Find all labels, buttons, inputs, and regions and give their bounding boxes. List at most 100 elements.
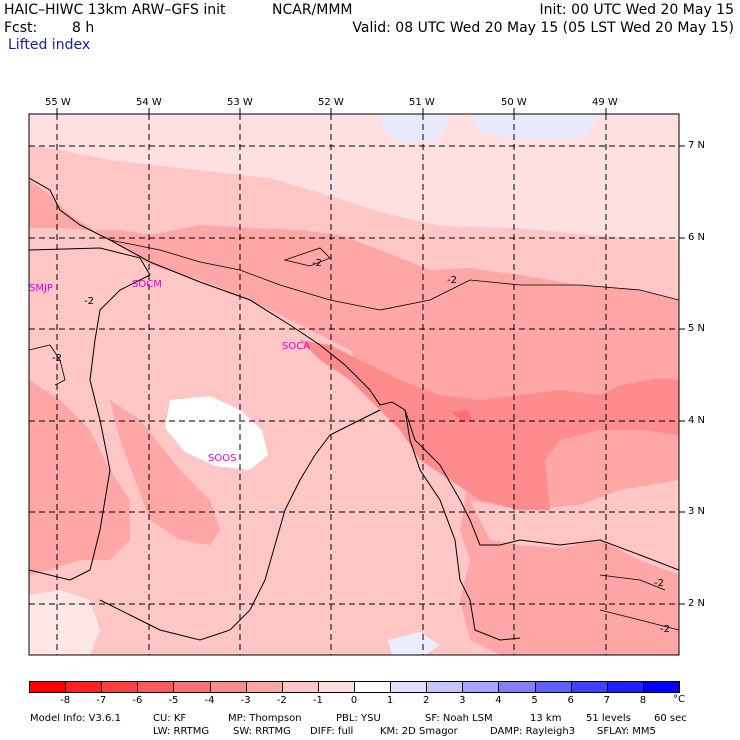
contour-label: -2 (447, 275, 457, 286)
colorbar-swatch (534, 681, 572, 693)
colorbar-swatch (173, 681, 211, 693)
colorbar-swatch (642, 681, 680, 693)
lon-label: 54 W (136, 97, 162, 108)
moderate-region (29, 180, 679, 655)
colorbar-tick-label: 6 (567, 695, 574, 706)
surface-layer-option: SFLAY: MM5 (597, 726, 656, 737)
station-label: SOCM (132, 279, 162, 290)
colorbar-swatch (281, 681, 319, 693)
colorbar-swatch (29, 681, 67, 693)
colorbar-tick-label: 2 (423, 695, 430, 706)
positive-region-north2 (470, 114, 600, 140)
strong-region-coast (300, 340, 679, 510)
lon-label: 50 W (501, 97, 527, 108)
inland-moderate (110, 400, 220, 545)
colorbar-tick-label: -1 (312, 695, 323, 706)
colorbar-tick-label: 3 (459, 695, 466, 706)
vertical-levels: 51 levels (586, 713, 631, 724)
colorbar-tick-label: 5 (531, 695, 538, 706)
colorbar-swatch (317, 681, 355, 693)
colorbar-tick-label: 0 (350, 695, 358, 706)
shortwave-scheme: SW: RRTMG (233, 726, 291, 737)
coastline (29, 177, 679, 571)
colorbar-tick-label: -8 (60, 695, 71, 706)
contour-line (599, 574, 666, 591)
model-title: HAIC–HIWC 13km ARW–GFS init (4, 2, 226, 18)
colorbar-tick-label: -5 (168, 695, 179, 706)
colorbar-swatch (462, 681, 500, 693)
colorbar-tick-label: 1 (386, 695, 394, 706)
colorbar-tick-label: -3 (240, 695, 251, 706)
lon-label: 49 W (592, 97, 618, 108)
colorbar-tick-label: 8 (639, 695, 647, 706)
km-option: KM: 2D Smagor (380, 726, 458, 737)
colorbar-tick-label: -2 (276, 695, 287, 706)
contour-line (283, 247, 331, 267)
colorbar-swatch (570, 681, 608, 693)
colorbar-swatch (65, 681, 103, 693)
fcst-hours: 8 h (72, 20, 95, 36)
contour-label: -2 (660, 624, 670, 635)
contour-line (599, 609, 679, 631)
lat-label: 7 N (688, 140, 706, 151)
diffusion-option: DIFF: full (310, 726, 354, 737)
microphysics-scheme: MP: Thompson (228, 713, 302, 724)
inland-weak-region (80, 300, 320, 630)
fcst-label: Fcst: (4, 20, 38, 36)
lat-label: 4 N (688, 415, 706, 426)
station-label: SOOS (208, 453, 237, 464)
lon-label: 52 W (318, 97, 344, 108)
colorbar-tick-label: -6 (132, 695, 143, 706)
contour-label: -2 (654, 578, 664, 589)
colorbar-swatch (606, 681, 644, 693)
model-info: Model Info: V3.6.1 (30, 713, 121, 724)
colorbar-tick-label: 7 (603, 695, 610, 706)
colorbar-swatch (137, 681, 175, 693)
border-east (99, 409, 381, 641)
positive-region-north (380, 114, 450, 142)
map-frame (28, 113, 680, 656)
border-river (404, 409, 521, 641)
border-west (29, 247, 151, 581)
init-time: Init: 00 UTC Wed 20 May 15 (539, 2, 734, 18)
time-step: 60 sec (654, 713, 687, 724)
lon-label: 51 W (409, 97, 435, 108)
agency-label: NCAR/MMM (272, 2, 353, 18)
colorbar-swatch (354, 681, 392, 693)
contour-line (29, 344, 66, 386)
strong-spot (452, 410, 472, 422)
colorbar-tick-label: 4 (495, 695, 502, 706)
colorbar-swatch (101, 681, 139, 693)
positive-spot-south (388, 632, 440, 655)
lon-label: 53 W (227, 97, 253, 108)
lon-label: 55 W (45, 97, 71, 108)
contour-line (109, 239, 679, 311)
field-name: Lifted index (8, 37, 91, 53)
colorbar-unit: °C (673, 694, 685, 705)
valid-time: Valid: 08 UTC Wed 20 May 15 (05 LST Wed … (352, 20, 734, 36)
colorbar-swatch (498, 681, 536, 693)
white-center (165, 396, 268, 470)
contour-label: -2 (52, 353, 62, 364)
contour-label: -2 (312, 258, 322, 269)
lat-label: 2 N (688, 598, 706, 609)
lat-label: 6 N (688, 232, 706, 243)
cumulus-scheme: CU: KF (153, 713, 187, 724)
contour-label: -2 (84, 296, 94, 307)
colorbar-tick-label: -4 (204, 695, 215, 706)
colorbar-tick-label: -7 (96, 695, 107, 706)
colorbar-swatch (426, 681, 464, 693)
surface-scheme: SF: Noah LSM (425, 713, 493, 724)
colorbar-swatch (209, 681, 247, 693)
white-southwest (29, 590, 100, 655)
station-label: SMJP (29, 283, 53, 294)
station-label: SOCA (282, 341, 311, 352)
colorbar-swatch (390, 681, 428, 693)
colorbar-swatch (245, 681, 283, 693)
grid-spacing: 13 km (530, 713, 562, 724)
lat-label: 3 N (688, 506, 706, 517)
lat-label: 5 N (688, 323, 706, 334)
damping-option: DAMP: Rayleigh3 (490, 726, 576, 737)
pbl-scheme: PBL: YSU (336, 713, 381, 724)
